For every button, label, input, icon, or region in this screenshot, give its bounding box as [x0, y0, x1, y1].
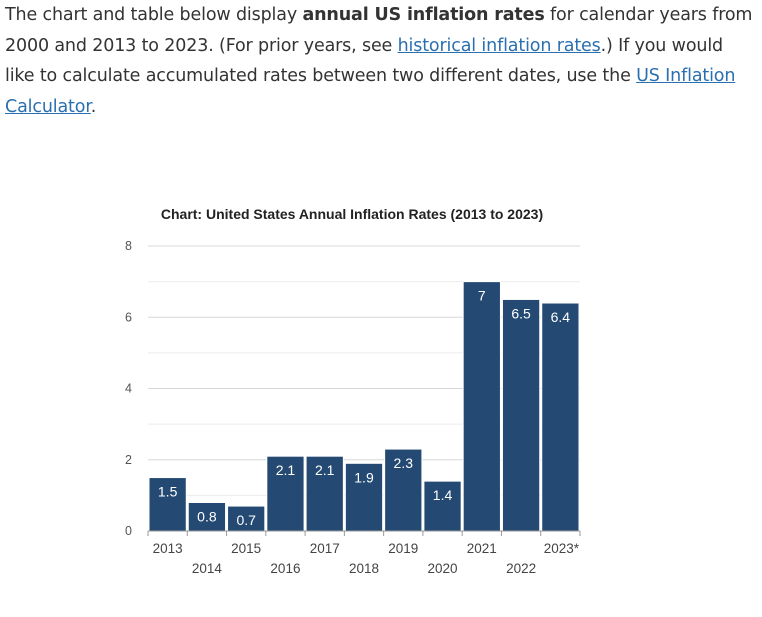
- intro-bold-text: annual US inflation rates: [302, 5, 545, 25]
- bar: [423, 480, 462, 532]
- data-label: 0.7: [236, 512, 256, 528]
- x-tick-label: 2014: [192, 561, 223, 576]
- intro-text-3: .) If you would like to calculate accumu…: [5, 35, 723, 87]
- x-tick-label: 2018: [349, 561, 379, 576]
- us-inflation-calculator-link[interactable]: US Inflation Calculator: [5, 66, 736, 117]
- chart-axes: 0 2 4 6 8 2013 2014 2015 2016 2017 2018 2019 2020 202…: [125, 239, 581, 576]
- bar: [266, 455, 305, 532]
- data-label: 0.8: [197, 509, 217, 525]
- x-tick-label: 2020: [428, 561, 458, 576]
- bar: [462, 281, 501, 532]
- intro-text-4: .: [90, 96, 97, 117]
- x-tick-label: 2013: [153, 541, 183, 556]
- x-tick-label: 2022: [506, 561, 536, 576]
- y-tick-label: 6: [125, 310, 132, 324]
- x-tick-label: 2019: [388, 541, 418, 556]
- data-label: 2.1: [276, 462, 296, 478]
- chart-bars: 1.5 0.8 0.7 2.1 2.1 1.9 2.3 1.4 7 6.5 6.4: [148, 281, 580, 532]
- y-tick-label: 4: [125, 382, 132, 396]
- intro-text-2: for calendar years from 2000 and 2013 to…: [5, 5, 753, 56]
- bar: [187, 502, 227, 532]
- historical-inflation-rates-link[interactable]: historical inflation rates: [397, 35, 601, 56]
- bar: [501, 298, 541, 532]
- data-label: 1.5: [158, 484, 178, 500]
- data-label: 6.5: [511, 305, 531, 321]
- bar: [384, 448, 423, 532]
- data-label: 2.1: [315, 462, 335, 478]
- data-label: 1.9: [354, 469, 374, 485]
- data-label: 7: [478, 288, 486, 304]
- data-label: 6.4: [551, 309, 571, 325]
- bar: [541, 302, 580, 532]
- bar: [344, 462, 384, 532]
- x-tick-label: 2021: [467, 541, 497, 556]
- data-label: 1.4: [433, 487, 453, 503]
- x-tick-label: 2016: [270, 561, 300, 576]
- y-tick-label: 8: [125, 239, 132, 253]
- bar: [227, 505, 266, 532]
- x-tick-label: 2017: [310, 541, 340, 556]
- data-label: 2.3: [394, 455, 414, 471]
- x-tick-label: 2023*: [544, 541, 580, 556]
- intro-paragraph: The chart and table below display annual…: [5, 0, 755, 122]
- bar: [148, 477, 187, 532]
- y-tick-label: 2: [125, 453, 132, 467]
- chart-title: Chart: United States Annual Inflation Ra…: [161, 206, 543, 222]
- y-tick-label: 0: [125, 524, 132, 538]
- intro-text-1: The chart and table below display: [5, 5, 303, 25]
- x-tick-label: 2015: [231, 541, 261, 556]
